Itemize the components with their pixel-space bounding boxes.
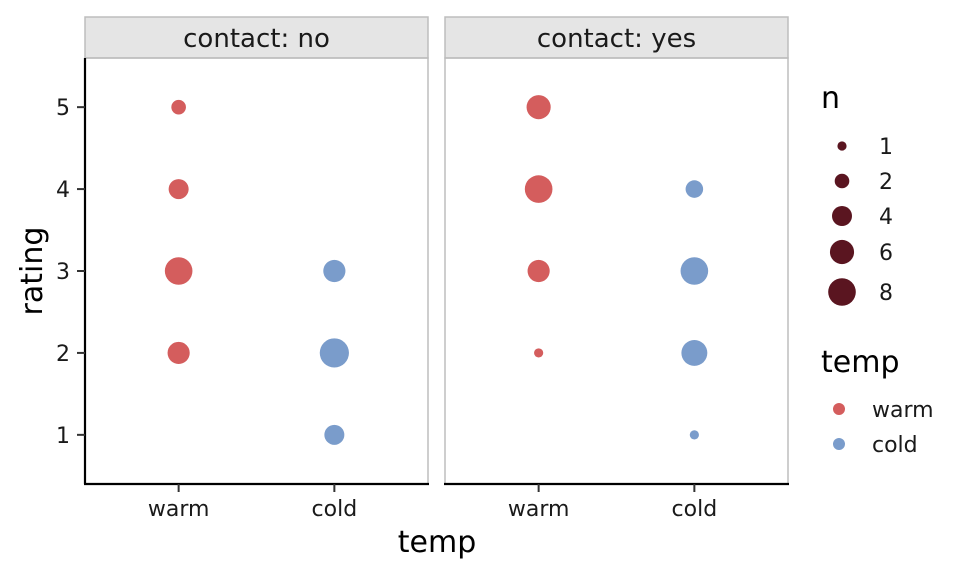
legend-color: temp warm cold [821, 345, 934, 458]
y-tick-label: 3 [56, 260, 70, 285]
legend-color-items: warm cold [833, 398, 934, 458]
legend-color-label-warm: warm [872, 398, 934, 423]
facet-strip-label-no: contact: no [183, 24, 330, 54]
legend-color-key-warm [833, 403, 845, 415]
facet-panel-no: contact: no [84, 16, 429, 485]
data-point-cold-4 [685, 180, 704, 198]
legend-color-key-cold [833, 438, 845, 450]
legend-size-key [828, 278, 856, 306]
legend-size-label: 1 [879, 135, 893, 160]
x-tick-label: warm [148, 497, 210, 522]
legend-size-key [829, 239, 855, 265]
legend-size-title: n [821, 81, 840, 116]
data-point-cold-3 [323, 259, 346, 283]
legend-size-label: 6 [879, 241, 893, 266]
data-point-warm-3 [527, 259, 550, 283]
facet-strip-label-yes: contact: yes [537, 24, 696, 54]
data-point-warm-3 [164, 257, 193, 285]
data-point-cold-1 [324, 424, 345, 445]
y-tick-label: 1 [56, 424, 70, 449]
legend-size-key [834, 173, 850, 189]
legend-size-key [837, 141, 847, 151]
panel-border-no [84, 57, 429, 485]
legend-size-label: 8 [879, 281, 893, 306]
y-tick-label: 2 [56, 342, 70, 367]
y-ticks: 1 2 3 4 5 [56, 96, 85, 449]
x-tick-label: cold [312, 497, 358, 522]
legend-size-key [832, 206, 852, 226]
data-point-warm-2 [167, 341, 190, 365]
legend-size-label: 4 [879, 205, 893, 230]
legend-size: n 1 2 4 6 8 [821, 81, 893, 306]
x-tick-label: cold [672, 497, 718, 522]
points-group-no [164, 99, 349, 445]
legend-size-items: 1 2 4 6 8 [828, 135, 893, 306]
y-tick-label: 4 [56, 178, 70, 203]
facet-strip-no [84, 16, 429, 59]
points-group-yes [524, 95, 709, 440]
y-tick-label: 5 [56, 96, 70, 121]
data-point-warm-5 [526, 95, 551, 120]
data-point-warm-4 [168, 179, 189, 200]
data-point-warm-4 [524, 175, 553, 203]
x-ticks: warm cold warm cold [148, 484, 717, 522]
x-tick-label: warm [508, 497, 570, 522]
data-point-cold-1 [689, 430, 699, 440]
legend-color-title: temp [821, 345, 900, 380]
legend-color-label-cold: cold [872, 433, 918, 458]
data-point-cold-3 [680, 257, 709, 285]
facet-panel-yes: contact: yes [444, 16, 789, 485]
legend-size-label: 2 [879, 170, 893, 195]
data-point-cold-2 [319, 338, 349, 368]
data-point-warm-2 [534, 348, 544, 358]
x-axis-title: temp [398, 525, 477, 560]
y-axis-title: rating [15, 227, 50, 316]
data-point-warm-5 [171, 99, 186, 115]
facet-strip-yes [444, 16, 789, 59]
data-point-cold-2 [681, 339, 708, 366]
panel-border-yes [444, 57, 789, 485]
